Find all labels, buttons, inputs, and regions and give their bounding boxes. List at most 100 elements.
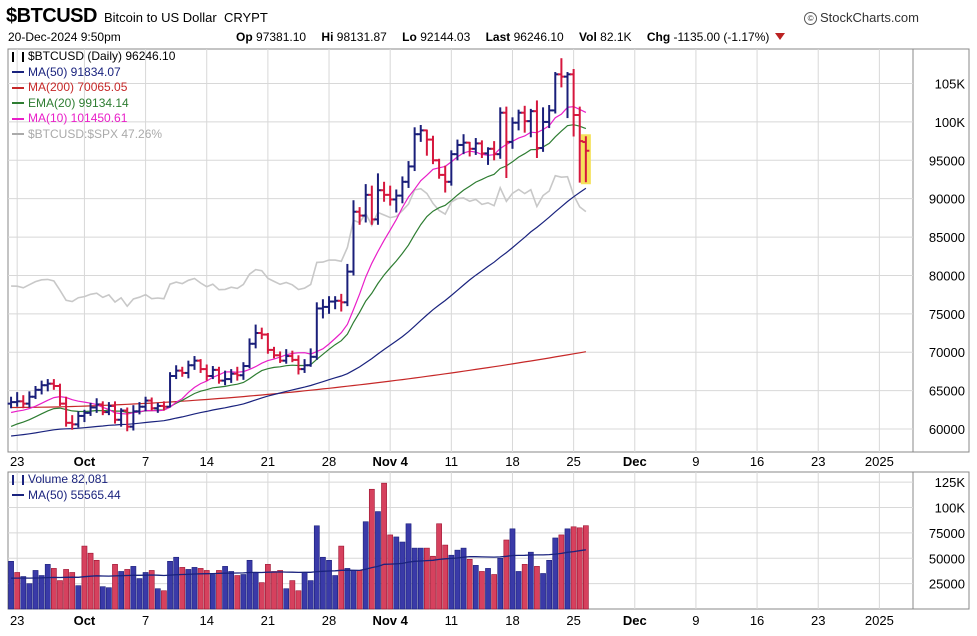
price-y-tick-label: 75000	[929, 307, 965, 322]
volume-bar	[93, 559, 100, 610]
volume-bar	[87, 552, 94, 610]
volume-bar	[381, 482, 387, 610]
volume-bar	[417, 547, 424, 610]
down-triangle-icon	[775, 33, 786, 40]
legend-swatch	[12, 494, 24, 497]
volume-x-tick-label: 23	[811, 613, 825, 628]
price-y-tick-label: 95000	[929, 153, 965, 168]
volume-y-tick-label: 100K	[935, 501, 966, 516]
volume-legend: Volume 82,081 MA(50) 55565.44	[12, 472, 121, 503]
candle-icon	[12, 51, 24, 62]
volume-bar	[479, 571, 485, 610]
volume-bar	[448, 554, 455, 610]
price-x-tick-label: 9	[692, 454, 699, 469]
volume-bar	[20, 576, 27, 610]
volume-bar	[442, 544, 449, 610]
volume-bar	[252, 572, 259, 610]
volume-bar	[38, 575, 45, 610]
volume-bar	[154, 588, 161, 610]
volume-bar	[362, 521, 369, 610]
symbol-title: $BTCUSD	[6, 5, 97, 27]
price-legend: $BTCUSD (Daily) 96246.10 MA(50) 91834.07 M…	[12, 49, 175, 142]
legend-swatch	[12, 86, 24, 89]
volume-bar	[203, 570, 210, 610]
legend-entry: MA(50) 55565.44	[12, 488, 121, 504]
volume-x-tick-label: 11	[445, 613, 459, 628]
legend-label: MA(10) 101450.61	[28, 111, 128, 125]
volume-bar	[540, 573, 546, 610]
copyright-icon: ©	[804, 12, 818, 25]
volume-bar	[509, 528, 516, 610]
volume-bar	[515, 571, 522, 610]
volume-x-tick-label: Oct	[74, 613, 96, 628]
high-value: 98131.87	[336, 30, 387, 44]
volume-bar	[258, 582, 265, 610]
symbol-description: Bitcoin to US Dollar CRYPT	[104, 10, 268, 25]
volume-bar	[546, 559, 553, 610]
volume-bar	[332, 575, 339, 610]
legend-entry: MA(10) 101450.61	[12, 111, 175, 127]
volume-bars	[8, 482, 589, 610]
price-x-tick-label: 21	[261, 454, 275, 469]
volume-bar	[234, 575, 241, 610]
legend-swatch	[12, 133, 24, 136]
volume-bar	[277, 570, 283, 610]
legend-entry: MA(200) 70065.05	[12, 80, 175, 96]
volume-bar	[179, 567, 186, 610]
volume-ma50-line	[11, 549, 586, 579]
volume-bar	[173, 556, 180, 610]
volume-bar	[63, 569, 69, 610]
volume-bar	[75, 585, 82, 610]
volume-bar	[209, 574, 216, 610]
price-x-tick-label: 23	[10, 454, 24, 469]
legend-entry: Volume 82,081	[12, 472, 121, 488]
volume-x-tick-label: Dec	[623, 613, 647, 628]
legend-entry: MA(50) 91834.07	[12, 65, 175, 81]
volume-bar	[527, 551, 534, 610]
volume-bar	[313, 525, 320, 610]
volume-bar	[466, 558, 473, 610]
volume-bar	[185, 569, 192, 610]
volume-x-tick-label: Nov 4	[372, 613, 408, 628]
price-panel-frame	[7, 48, 970, 453]
volume-bar	[26, 583, 33, 610]
volume-bar	[142, 572, 149, 610]
legend-entry: $BTCUSD:$SPX 47.26%	[12, 127, 175, 143]
volume-bar	[582, 525, 589, 610]
volume-x-tick-label: 21	[261, 613, 275, 628]
volume-bar	[81, 545, 88, 610]
price-x-tick-label: 16	[750, 454, 764, 469]
volume-bar	[405, 523, 412, 610]
volume-bar	[491, 574, 497, 610]
volume-bar	[265, 564, 271, 610]
volume-bar	[246, 559, 253, 610]
volume-bar	[326, 559, 332, 610]
price-x-tick-label: 28	[322, 454, 336, 469]
legend-swatch	[12, 71, 24, 74]
volume-bar	[307, 580, 314, 610]
legend-swatch	[12, 117, 24, 120]
chart-header: $BTCUSD Bitcoin to US Dollar CRYPT © Stoc…	[0, 0, 977, 46]
legend-swatch	[12, 102, 24, 105]
volume-bar	[69, 572, 76, 610]
price-x-tick-label: 2025	[865, 454, 894, 469]
brand-logo[interactable]: © StockCharts.com	[804, 10, 919, 25]
volume-bar	[430, 555, 436, 610]
volume-bar	[460, 547, 467, 610]
price-y-tick-label: 85000	[929, 230, 965, 245]
ohlc-bar	[582, 136, 590, 183]
volume-bar	[356, 570, 363, 610]
volume-bar	[44, 564, 51, 610]
volume-bar	[393, 536, 400, 610]
price-x-tick-label: 11	[445, 454, 459, 469]
volume-bar	[472, 565, 479, 610]
volume-bar	[375, 511, 381, 610]
price-y-tick-label: 100K	[935, 115, 966, 130]
legend-entry: EMA(20) 99134.14	[12, 96, 175, 112]
volume-y-tick-label: 125K	[935, 475, 966, 490]
legend-label: EMA(20) 99134.14	[28, 95, 129, 110]
volume-bar	[320, 556, 326, 610]
volume-bar	[148, 570, 155, 610]
volume-bar	[167, 561, 173, 610]
